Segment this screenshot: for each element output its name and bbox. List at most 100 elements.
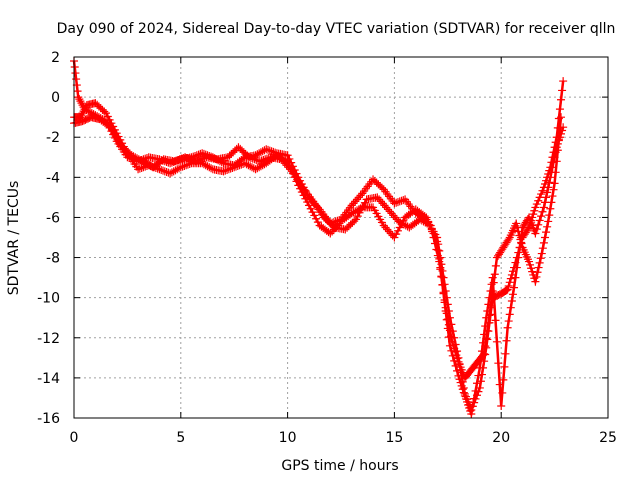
data-point (445, 326, 454, 335)
data-point (246, 153, 255, 162)
data-point (230, 163, 239, 172)
data-point (76, 113, 85, 122)
data-point (400, 220, 409, 229)
data-point (127, 151, 136, 160)
data-point (540, 233, 549, 242)
data-point (347, 201, 356, 210)
data-point (383, 205, 392, 214)
data-point (489, 278, 498, 287)
data-point (498, 388, 507, 397)
data-point (385, 207, 394, 216)
data-point (76, 97, 85, 106)
data-point (448, 337, 457, 346)
data-point (284, 163, 293, 172)
data-point (376, 182, 385, 191)
data-point (515, 231, 524, 240)
data-point (533, 268, 542, 277)
data-point (259, 155, 268, 164)
y-tick-label: 2 (51, 50, 60, 66)
data-point (488, 286, 497, 295)
data-point (428, 227, 437, 236)
data-point (241, 149, 250, 158)
data-point (141, 159, 150, 168)
data-point (502, 336, 511, 345)
data-point (278, 157, 287, 166)
data-point (193, 156, 202, 165)
data-point (379, 221, 388, 230)
data-point (459, 388, 468, 397)
data-point (94, 102, 103, 111)
data-point (481, 342, 490, 351)
data-point (420, 212, 429, 221)
x-tick-label: 0 (70, 430, 79, 446)
data-point (417, 216, 426, 225)
data-point (502, 286, 511, 295)
data-point (182, 161, 191, 170)
data-point (537, 212, 546, 221)
data-point (398, 219, 407, 228)
data-point (191, 151, 200, 160)
data-point (399, 196, 408, 205)
data-point (242, 160, 251, 169)
data-point (239, 148, 248, 157)
data-point (492, 337, 501, 346)
series-line (74, 101, 565, 419)
data-point (221, 166, 230, 175)
data-point (529, 210, 538, 219)
data-point (538, 207, 547, 216)
series-track-b (70, 99, 568, 419)
data-point (321, 215, 330, 224)
data-point (523, 225, 532, 234)
data-point (160, 167, 169, 176)
data-point (395, 197, 404, 206)
data-point (504, 235, 513, 244)
data-point (382, 203, 391, 212)
data-point (77, 99, 86, 108)
data-point (122, 146, 131, 155)
data-point (356, 191, 365, 200)
data-point (323, 216, 332, 225)
data-point (180, 161, 189, 170)
data-layer (70, 57, 568, 419)
data-point (253, 164, 262, 173)
data-point (341, 225, 350, 234)
data-point (184, 154, 193, 163)
data-point (255, 149, 264, 158)
data-point (73, 87, 82, 96)
data-point (118, 142, 127, 151)
data-point (433, 251, 442, 260)
data-point (549, 185, 558, 194)
data-point (381, 223, 390, 232)
data-point (244, 161, 253, 170)
series-line (72, 60, 565, 414)
data-point (223, 153, 232, 162)
data-point (514, 253, 523, 262)
data-point (378, 199, 387, 208)
data-point (248, 154, 257, 163)
data-point (166, 169, 175, 178)
data-point (280, 159, 289, 168)
data-point (191, 157, 200, 166)
y-tick-label: -4 (46, 170, 60, 186)
data-point (534, 263, 543, 272)
data-point (497, 401, 506, 410)
data-point (503, 323, 512, 332)
data-point (354, 193, 363, 202)
data-point (484, 319, 493, 328)
data-point (233, 161, 242, 170)
data-point (430, 239, 439, 248)
data-point (440, 296, 449, 305)
data-point (547, 198, 556, 207)
data-point (199, 160, 208, 169)
data-point (157, 165, 166, 174)
data-point (373, 193, 382, 202)
data-point (238, 146, 247, 155)
data-point (351, 215, 360, 224)
data-point (246, 162, 255, 171)
data-point (495, 380, 504, 389)
data-point (391, 213, 400, 222)
data-point (538, 244, 547, 253)
data-point (343, 223, 352, 232)
data-point (75, 95, 84, 104)
